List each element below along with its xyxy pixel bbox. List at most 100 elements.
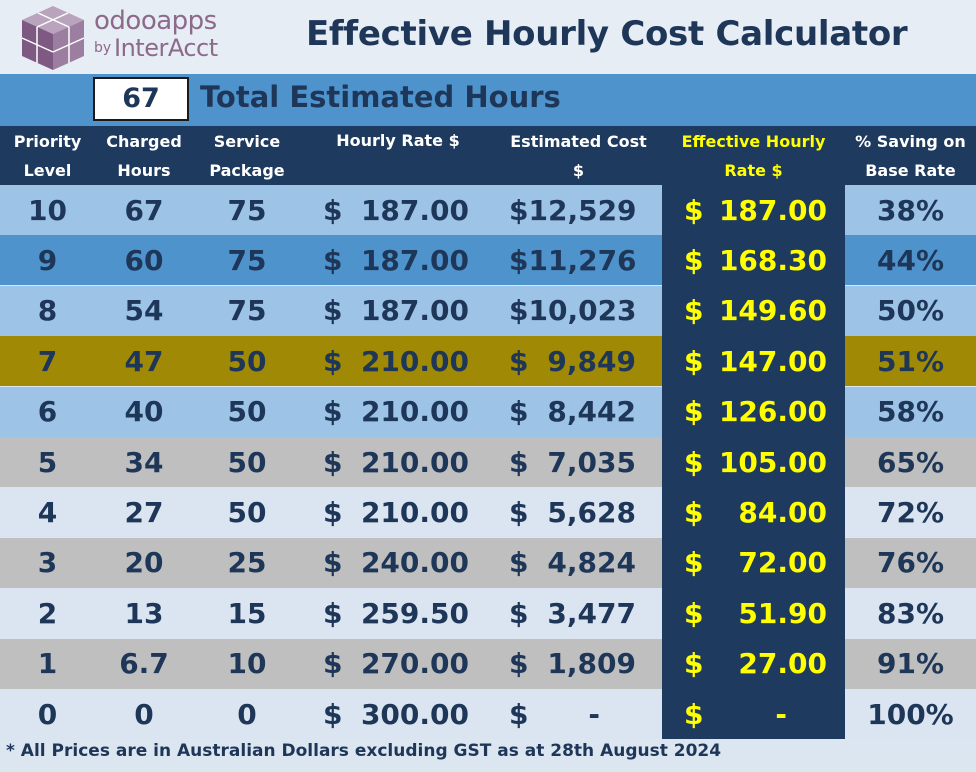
cell-service-package: 50: [227, 395, 267, 429]
amount-value: 168.30: [718, 243, 827, 277]
table-row: 1 6.7 10 $270.00 $1,809 $27.00 91%: [0, 638, 976, 689]
amount-value: 270.00: [360, 647, 469, 681]
cell-effective-rate: $187.00: [662, 185, 845, 235]
currency-symbol: $: [323, 546, 343, 580]
currency-symbol: $: [323, 495, 343, 529]
currency-symbol: $: [684, 495, 704, 529]
header: odooapps by InterAcct Effective Hourly C…: [0, 0, 976, 74]
cell-priority-level: 8: [37, 294, 58, 328]
cell-effective-rate: $72.00: [662, 537, 845, 588]
amount-value: 259.50: [360, 596, 469, 630]
cell-effective-rate: $84.00: [662, 487, 845, 538]
total-hours-input[interactable]: 67: [93, 77, 189, 121]
col-header-line: Effective Hourly: [681, 131, 826, 151]
cell-estimated-cost: $8,442: [495, 387, 662, 437]
cell-estimated-cost: $7,035: [495, 437, 662, 487]
amount-value: 4,824: [547, 546, 636, 580]
cell-service-package: 10: [227, 647, 267, 681]
cell-service-package: 25: [227, 546, 267, 580]
amount-value: 27.00: [738, 647, 827, 681]
amount-value: 187.00: [360, 193, 469, 227]
cell-saving-percent: 72%: [876, 495, 945, 529]
currency-symbol: $: [684, 647, 704, 681]
col-header-estimated-cost: Estimated Cost $: [495, 126, 662, 185]
cell-priority-level: 4: [37, 495, 58, 529]
cell-hourly-rate: $259.50: [301, 588, 495, 638]
cell-saving-percent: 83%: [876, 596, 945, 630]
currency-symbol: $: [684, 294, 704, 328]
cell-service-package: 75: [227, 193, 267, 227]
cell-hourly-rate: $300.00: [301, 689, 495, 739]
amount-value: 8,442: [547, 395, 636, 429]
currency-symbol: $: [509, 395, 529, 429]
currency-symbol: $: [509, 697, 529, 731]
cell-saving-percent: 58%: [876, 395, 945, 429]
cell-effective-rate: $147.00: [662, 336, 845, 387]
currency-symbol: $: [509, 445, 529, 479]
cell-charged-hours: 67: [124, 193, 164, 227]
cell-effective-rate: $51.90: [662, 588, 845, 639]
cell-priority-level: 3: [37, 546, 58, 580]
amount-value: 300.00: [360, 697, 469, 731]
cell-service-package: 75: [227, 294, 267, 328]
cell-charged-hours: 54: [124, 294, 164, 328]
amount-value: -: [588, 697, 600, 731]
cell-effective-rate: $105.00: [662, 437, 845, 487]
table-row: 7 47 50 $210.00 $9,849 $147.00 51%: [0, 336, 976, 387]
puzzle-cube-icon: [21, 6, 85, 70]
cell-charged-hours: 40: [124, 395, 164, 429]
cell-effective-rate: $27.00: [662, 638, 845, 689]
cell-saving-percent: 38%: [876, 193, 945, 227]
cell-hourly-rate: $270.00: [301, 639, 495, 689]
cell-hourly-rate: $210.00: [301, 387, 495, 437]
col-header-line: Priority: [13, 131, 82, 151]
amount-value: 1,809: [547, 647, 636, 681]
odooapps-interacct-logo: odooapps by InterAcct: [18, 4, 218, 72]
cell-estimated-cost: $1,809: [495, 639, 662, 689]
col-header-effective-rate: Effective Hourly Rate $: [662, 126, 845, 185]
currency-symbol: $: [509, 243, 529, 277]
amount-value: 105.00: [718, 445, 827, 479]
cell-estimated-cost: $4,824: [495, 538, 662, 588]
col-header-line: $: [572, 160, 585, 180]
currency-symbol: $: [509, 495, 529, 529]
cell-charged-hours: 60: [124, 243, 164, 277]
currency-symbol: $: [509, 294, 529, 328]
currency-symbol: $: [684, 243, 704, 277]
cell-hourly-rate: $187.00: [301, 286, 495, 336]
cell-hourly-rate: $240.00: [301, 538, 495, 588]
col-header-line: Package: [209, 160, 285, 180]
amount-value: 12,529: [528, 193, 637, 227]
currency-symbol: $: [684, 596, 704, 630]
cell-priority-level: 5: [37, 445, 58, 479]
cell-priority-level: 9: [37, 243, 58, 277]
page-title: Effective Hourly Cost Calculator: [306, 14, 908, 54]
cell-effective-rate: $149.60: [662, 285, 845, 336]
amount-value: 11,276: [528, 243, 637, 277]
currency-symbol: $: [323, 697, 343, 731]
cell-service-package: 50: [227, 495, 267, 529]
currency-symbol: $: [323, 193, 343, 227]
cell-saving-percent: 100%: [867, 697, 954, 731]
amount-value: 187.00: [360, 294, 469, 328]
amount-value: 126.00: [718, 395, 827, 429]
col-header-line: Estimated Cost: [510, 131, 647, 151]
amount-value: 3,477: [547, 596, 636, 630]
cell-charged-hours: 0: [134, 697, 154, 731]
amount-value: 5,628: [547, 495, 636, 529]
cell-effective-rate: $126.00: [662, 386, 845, 437]
cell-estimated-cost: $10,023: [495, 286, 662, 336]
cell-priority-level: 10: [28, 193, 67, 227]
cell-charged-hours: 34: [124, 445, 164, 479]
cell-priority-level: 7: [37, 344, 58, 378]
cell-estimated-cost: $ -: [495, 689, 662, 739]
cell-priority-level: 6: [37, 395, 58, 429]
cell-priority-level: 1: [37, 647, 58, 681]
col-header-line: Charged: [106, 131, 182, 151]
cell-effective-rate: $ -: [662, 689, 845, 739]
cell-saving-percent: 51%: [845, 336, 976, 387]
currency-symbol: $: [509, 546, 529, 580]
currency-symbol: $: [509, 596, 529, 630]
cell-estimated-cost: $5,628: [495, 487, 662, 537]
table-row: 8 54 75 $187.00 $10,023 $149.60 50%: [0, 285, 976, 336]
